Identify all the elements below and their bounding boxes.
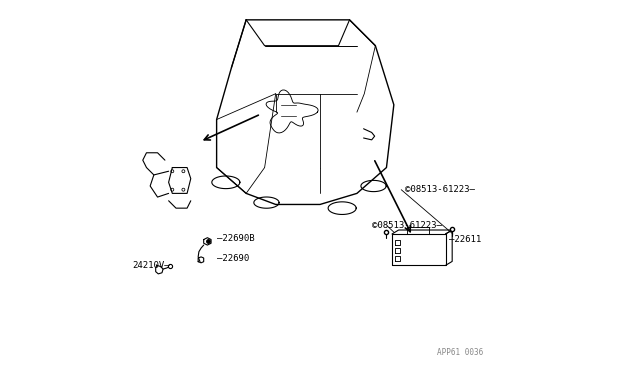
Text: —22690B: —22690B (216, 234, 254, 243)
Text: ©08513-61223—: ©08513-61223— (372, 221, 442, 230)
Text: APP61 0036: APP61 0036 (437, 348, 483, 357)
Text: 24210V—: 24210V— (132, 261, 170, 270)
Text: —22611: —22611 (449, 235, 481, 244)
Text: ©08513-61223—: ©08513-61223— (405, 185, 475, 194)
Text: —22690: —22690 (216, 254, 249, 263)
